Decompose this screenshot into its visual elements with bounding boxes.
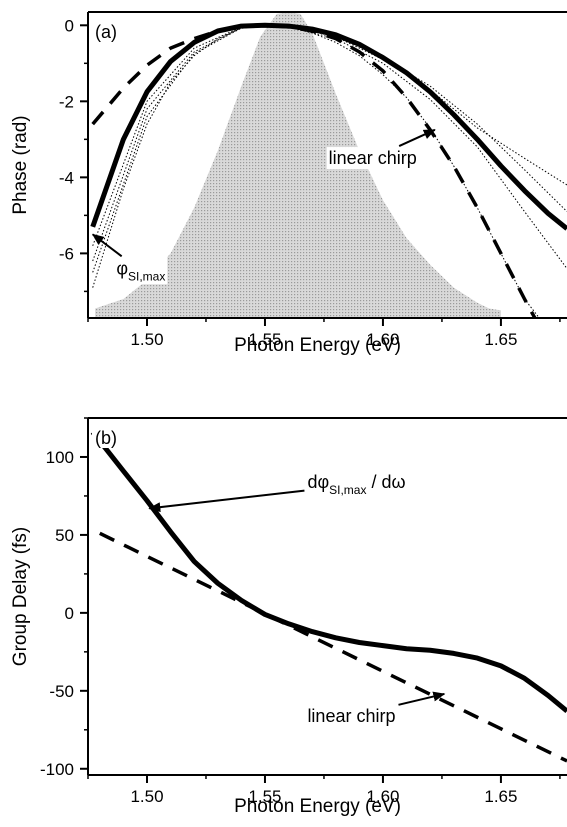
annotation-main: φ bbox=[116, 258, 128, 278]
annotation-bg bbox=[305, 471, 408, 499]
x-tick-label: 1.55 bbox=[248, 787, 281, 806]
plot-area bbox=[90, 430, 567, 763]
y-tick-label: 50 bbox=[55, 526, 74, 545]
panel-a: 1.50 1.55 1.60 1.65 0 -2 -4 -6 Photon Energy (eV… bbox=[10, 11, 567, 356]
plot-area bbox=[90, 12, 567, 318]
x-tick-label: 1.65 bbox=[484, 330, 517, 349]
x-tick-label: 1.50 bbox=[130, 330, 163, 349]
annotation-arrow bbox=[91, 233, 123, 258]
annotation-arrow bbox=[148, 489, 305, 513]
x-tick-label: 1.55 bbox=[248, 330, 281, 349]
annotation-suffix: / dω bbox=[366, 472, 405, 492]
annotation-text: dφSI,max / dω bbox=[307, 472, 405, 497]
panel-label-bg bbox=[92, 424, 126, 448]
annotation-main: linear chirp bbox=[307, 706, 395, 726]
series-line-dashed bbox=[99, 531, 567, 763]
y-axis-label: Group Delay (fs) bbox=[10, 527, 31, 666]
x-tick-label: 1.60 bbox=[366, 787, 399, 806]
annotation-bg bbox=[326, 147, 419, 170]
y-tick-label: -6 bbox=[59, 244, 74, 263]
panel-label: (a) bbox=[95, 22, 117, 42]
y-axis-label: Phase (rad) bbox=[10, 115, 31, 214]
x-axis-label: Photon Energy (eV) bbox=[234, 796, 401, 817]
x-tick-label: 1.65 bbox=[484, 787, 517, 806]
y-tick-label: 100 bbox=[46, 448, 74, 467]
panel-b: 1.50 1.55 1.60 1.65 100 50 0 -50 -100 Photon Ener… bbox=[10, 417, 567, 817]
annotation-subscript: SI,max bbox=[128, 269, 165, 283]
annotation-bg bbox=[305, 704, 398, 727]
y-tick-label: 0 bbox=[65, 604, 74, 623]
y-tick-label: -50 bbox=[49, 682, 74, 701]
annotation-bg bbox=[114, 257, 168, 285]
series-line-dashed bbox=[91, 23, 537, 318]
annotation-subscript: SI,max bbox=[329, 483, 366, 497]
series-line-dotted bbox=[92, 24, 567, 246]
panel-label: (b) bbox=[95, 428, 117, 448]
series-line-solid bbox=[90, 22, 567, 231]
annotation-main: dφ bbox=[307, 472, 329, 492]
annotation-text: φSI,max bbox=[116, 258, 165, 283]
annotation-arrow bbox=[398, 128, 436, 147]
annotation-text: linear chirp bbox=[307, 706, 395, 726]
y-tick-label: -100 bbox=[40, 760, 74, 779]
y-tick-label: 0 bbox=[65, 16, 74, 35]
x-tick-label: 1.50 bbox=[130, 787, 163, 806]
series-line-solid bbox=[90, 430, 567, 714]
y-tick-label: -2 bbox=[59, 92, 74, 111]
annotation-arrow bbox=[398, 691, 446, 706]
annotation-text: linear chirp bbox=[329, 148, 417, 168]
spectrum-shading bbox=[95, 12, 501, 318]
panel-label-bg bbox=[92, 18, 126, 42]
x-axis-label: Photon Energy (eV) bbox=[234, 335, 401, 356]
y-tick-label: -4 bbox=[59, 168, 74, 187]
annotation-main: linear chirp bbox=[329, 148, 417, 168]
x-tick-label: 1.60 bbox=[366, 330, 399, 349]
